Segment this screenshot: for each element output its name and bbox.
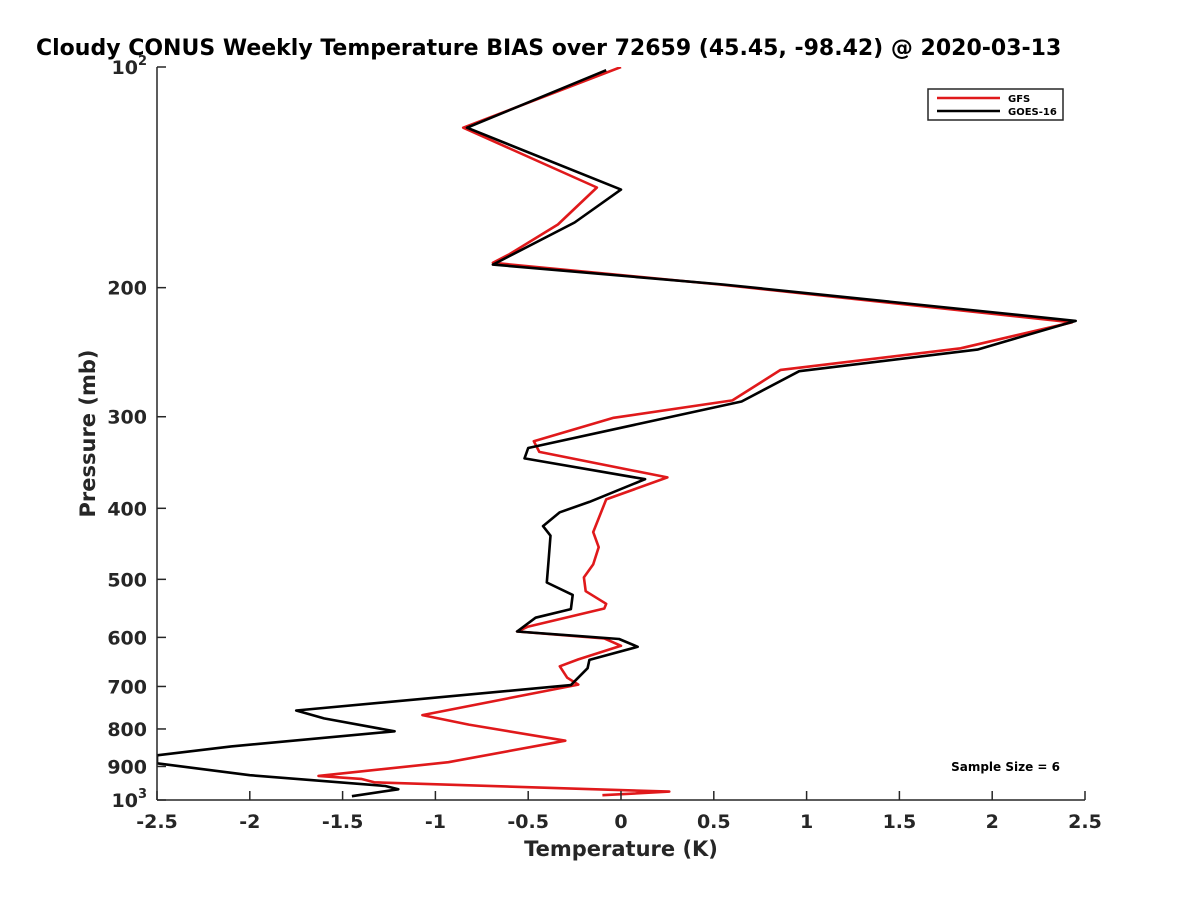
series-line-goes-16 bbox=[157, 68, 1077, 798]
y-tick-exponent: 2 bbox=[138, 54, 147, 69]
y-tick-label: 900 bbox=[107, 756, 147, 778]
x-tick-label: 0.5 bbox=[697, 811, 731, 833]
y-tick-label: 300 bbox=[107, 407, 147, 429]
x-tick-label: -1 bbox=[425, 811, 446, 833]
y-tick-label: 500 bbox=[107, 569, 147, 591]
x-tick-label: 2.5 bbox=[1068, 811, 1102, 833]
y-tick-label: 103 bbox=[112, 787, 148, 812]
x-tick-label: -2 bbox=[239, 811, 260, 833]
legend-label: GOES-16 bbox=[1008, 107, 1057, 118]
y-tick-base: 500 bbox=[107, 569, 147, 591]
sample-size-annotation: Sample Size = 6 bbox=[951, 760, 1060, 774]
y-axis-label: Pressure (mb) bbox=[76, 350, 100, 518]
legend-label: GFS bbox=[1008, 94, 1030, 105]
x-tick-label: 1.5 bbox=[883, 811, 917, 833]
y-tick-base: 600 bbox=[107, 627, 147, 649]
y-tick-label: 102 bbox=[112, 54, 148, 79]
series-layer bbox=[157, 67, 1077, 798]
x-tick-label: -2.5 bbox=[136, 811, 178, 833]
y-tick-base: 900 bbox=[107, 756, 147, 778]
y-tick-base: 200 bbox=[107, 278, 147, 300]
x-tick-label: -0.5 bbox=[507, 811, 549, 833]
x-axis-label: Temperature (K) bbox=[524, 837, 718, 861]
legend-box bbox=[927, 88, 1064, 121]
x-tick-label: 2 bbox=[986, 811, 999, 833]
y-tick-label: 700 bbox=[107, 676, 147, 698]
y-tick-base: 800 bbox=[107, 719, 147, 741]
axes-layer: -2.5 -2 -1.5 -1 -0.5 0 0.5 1 1.5 2 2.5 10220030040… bbox=[107, 54, 1102, 833]
y-tick-base: 700 bbox=[107, 676, 147, 698]
x-axis-ticks: -2.5 -2 -1.5 -1 -0.5 0 0.5 1 1.5 2 2.5 bbox=[136, 791, 1102, 833]
x-tick-label: 1 bbox=[800, 811, 813, 833]
x-tick-label: -1.5 bbox=[322, 811, 364, 833]
legend: GFS GOES-16 bbox=[927, 88, 1064, 121]
y-tick-base: 400 bbox=[107, 498, 147, 520]
chart-title: Cloudy CONUS Weekly Temperature BIAS ove… bbox=[36, 36, 1061, 61]
y-tick-base: 10 bbox=[112, 790, 138, 812]
y-tick-base: 300 bbox=[107, 407, 147, 429]
y-tick-exponent: 3 bbox=[138, 787, 147, 802]
y-tick-label: 400 bbox=[107, 498, 147, 520]
x-tick-label: 0 bbox=[614, 811, 627, 833]
y-tick-base: 10 bbox=[112, 57, 138, 79]
y-tick-label: 600 bbox=[107, 627, 147, 649]
y-tick-label: 200 bbox=[107, 278, 147, 300]
y-tick-label: 800 bbox=[107, 719, 147, 741]
